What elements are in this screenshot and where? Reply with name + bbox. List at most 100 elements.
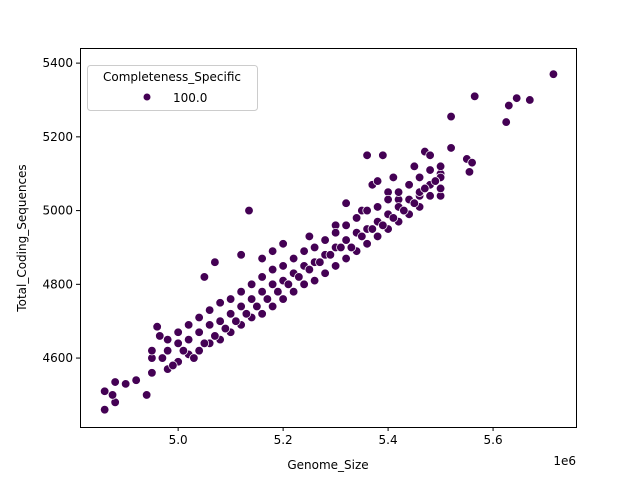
data-point [157,353,168,363]
data-point [147,368,157,378]
data-point [225,294,236,304]
data-point [147,346,157,356]
data-point [107,390,118,400]
data-point [367,224,378,234]
data-point [309,275,320,286]
data-point [183,320,194,330]
data-point [430,176,441,186]
data-point [246,279,257,289]
data-point [257,272,267,282]
data-point [435,161,446,172]
data-point [330,228,341,238]
data-point [388,213,399,223]
data-point [409,161,420,172]
x-axis: 5.0 5.2 5.4 5.6 [169,427,503,447]
data-point [399,205,409,216]
legend-marker [143,93,151,101]
data-point [320,235,330,245]
data-point [120,379,131,389]
data-point [257,287,267,297]
data-point [257,309,267,319]
data-point [501,117,511,127]
x-axis-offset-label: 1e6 [553,454,576,468]
data-point [548,69,559,79]
data-point [168,360,178,371]
data-point [257,253,267,264]
data-point [357,231,367,242]
data-point [194,327,204,337]
data-point [194,346,204,356]
data-point [346,242,357,253]
data-point [372,202,383,212]
y-tick-label: 5400 [42,56,73,70]
data-point [304,264,315,275]
data-point [204,320,215,330]
y-tick-label: 5000 [42,204,73,218]
data-point [309,242,320,253]
data-point [351,213,362,223]
data-point [241,309,252,319]
data-point [504,100,514,111]
data-point [199,272,210,282]
y-axis-label: Total_Coding_Sequences [15,164,29,312]
data-point [404,180,414,190]
data-point [141,390,152,400]
data-point [467,157,477,168]
data-point [210,257,220,267]
data-point [409,198,420,208]
data-point [225,309,236,319]
data-point [99,404,110,415]
data-point [204,305,215,315]
data-point [383,194,393,205]
data-point [341,235,351,245]
data-point [236,250,246,260]
data-point [288,253,299,264]
data-point [267,264,278,275]
data-point [155,331,165,341]
data-point [315,257,325,267]
data-point [299,279,309,289]
data-point [525,95,535,105]
y-tick-label: 4800 [42,277,73,291]
data-point [362,205,372,216]
data-point [288,287,299,297]
data-point [378,220,388,231]
data-point [425,150,435,160]
data-point [283,279,294,289]
data-point [189,353,199,363]
data-point [236,301,246,312]
data-point [446,143,456,153]
legend-title: Completeness_Specific [103,70,241,84]
data-point [278,294,288,304]
data-point [446,111,456,122]
data-point [210,331,220,341]
x-tick-label: 5.4 [379,433,398,447]
data-point [341,198,351,208]
data-point [99,386,110,396]
data-point [372,176,383,186]
data-point [362,239,372,249]
data-point [414,172,425,183]
y-axis: 4600 4800 5000 5200 5400 [42,56,80,365]
data-point [267,246,278,256]
data-point [220,323,231,334]
data-point [464,167,475,177]
data-point [325,250,336,260]
data-point [341,253,351,264]
x-axis-label: Genome_Size [287,458,368,472]
x-tick-label: 5.6 [484,433,503,447]
data-point [278,261,288,271]
data-point [162,346,173,356]
data-point [215,316,225,326]
data-point [231,316,241,326]
x-tick-label: 5.0 [169,433,188,447]
data-point [435,183,446,194]
data-point [246,294,257,304]
data-point [178,346,189,356]
data-point [215,298,225,308]
data-point [420,183,430,194]
data-point [425,191,435,201]
data-point [194,312,204,323]
data-point [362,150,372,160]
